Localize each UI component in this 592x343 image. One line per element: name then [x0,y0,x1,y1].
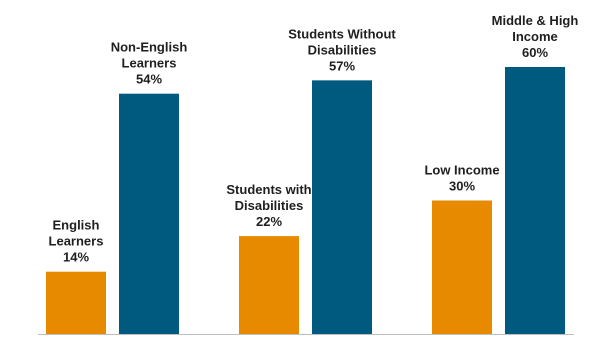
bar-category-label: Learners [122,56,177,71]
labels-layer: 14%EnglishLearners54%Non-EnglishLearners… [49,13,579,265]
bar-value-label: 54% [136,72,162,87]
bar-2-1 [505,67,565,334]
bar-category-label: Low Income [424,163,499,178]
bar-1-0 [239,236,299,334]
bar-value-label: 30% [449,179,475,194]
bar-category-label: Disabilities [235,198,304,213]
bar-category-label: Learners [49,234,104,249]
bar-value-label: 22% [256,214,282,229]
bar-value-label: 57% [329,58,355,73]
bar-0-0 [46,271,106,334]
bar-category-label: Students Without [288,26,396,41]
bar-value-label: 14% [63,250,89,265]
bar-value-label: 60% [522,45,548,60]
bars-layer [46,67,565,334]
bar-0-1 [119,93,179,334]
bar-2-0 [432,200,492,334]
bar-1-1 [312,80,372,334]
bar-category-label: Middle & High [492,13,579,28]
bar-category-label: Students with [226,182,311,197]
bar-category-label: Disabilities [308,42,377,57]
bar-category-label: English [53,218,100,233]
bar-category-label: Income [512,29,558,44]
bar-category-label: Non-English [111,40,188,55]
